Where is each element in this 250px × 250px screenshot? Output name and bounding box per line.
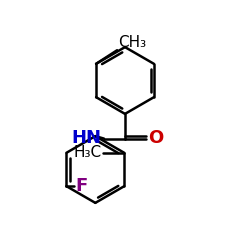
- Text: HN: HN: [72, 129, 102, 147]
- Text: F: F: [76, 177, 88, 195]
- Text: H₃C: H₃C: [73, 145, 101, 160]
- Text: O: O: [148, 129, 164, 147]
- Text: CH₃: CH₃: [118, 35, 147, 50]
